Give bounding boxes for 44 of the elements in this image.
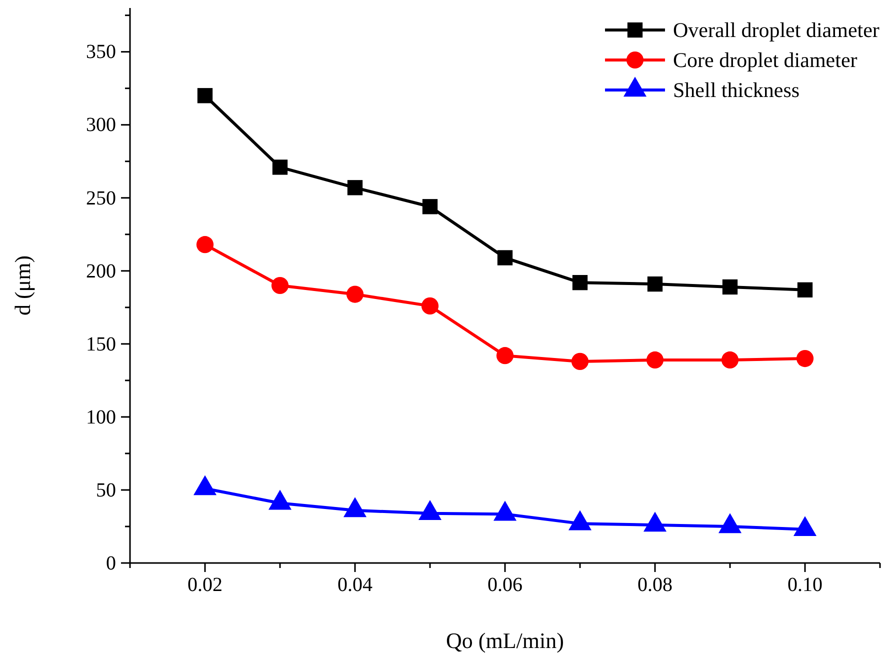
y-tick-label: 250 <box>86 187 116 210</box>
y-tick-label: 300 <box>86 114 116 136</box>
point <box>793 516 817 536</box>
point <box>718 513 742 534</box>
point <box>796 350 814 368</box>
y-tick-label: 50 <box>96 479 116 502</box>
point <box>422 199 438 214</box>
x-axis-title: Qo (mL/min) <box>446 628 564 653</box>
point <box>496 347 514 364</box>
point <box>797 282 813 298</box>
y-tick-label: 200 <box>86 260 116 282</box>
point <box>647 276 663 292</box>
y-tick-label: 0 <box>106 552 116 574</box>
point <box>497 250 513 266</box>
point <box>643 512 667 532</box>
point <box>571 352 589 370</box>
y-tick-label: 350 <box>86 41 116 64</box>
x-tick-label: 0.06 <box>488 574 522 596</box>
point <box>721 351 739 369</box>
point <box>418 500 442 520</box>
y-tick-label: 100 <box>86 406 116 428</box>
point <box>421 297 439 314</box>
point <box>193 475 217 496</box>
point <box>268 490 292 510</box>
x-tick-label: 0.08 <box>638 574 672 596</box>
legend-label: Shell thickness <box>673 78 800 102</box>
x-tick-label: 0.04 <box>338 574 372 596</box>
y-tick-label: 150 <box>86 333 116 356</box>
point <box>347 180 363 196</box>
point <box>493 500 517 521</box>
point <box>343 497 367 518</box>
point <box>196 236 214 254</box>
point <box>646 351 664 369</box>
x-tick-label: 0.02 <box>188 574 222 596</box>
y-axis-title: d (μm) <box>10 255 35 316</box>
point <box>272 160 288 175</box>
point <box>346 286 364 303</box>
x-tick-label: 0.10 <box>788 574 822 596</box>
point <box>568 510 592 530</box>
point <box>572 274 588 290</box>
legend-label: Core droplet diameter <box>673 48 858 72</box>
legend-label: Overall droplet diameter <box>673 18 880 42</box>
point <box>271 276 289 294</box>
point <box>722 279 738 295</box>
